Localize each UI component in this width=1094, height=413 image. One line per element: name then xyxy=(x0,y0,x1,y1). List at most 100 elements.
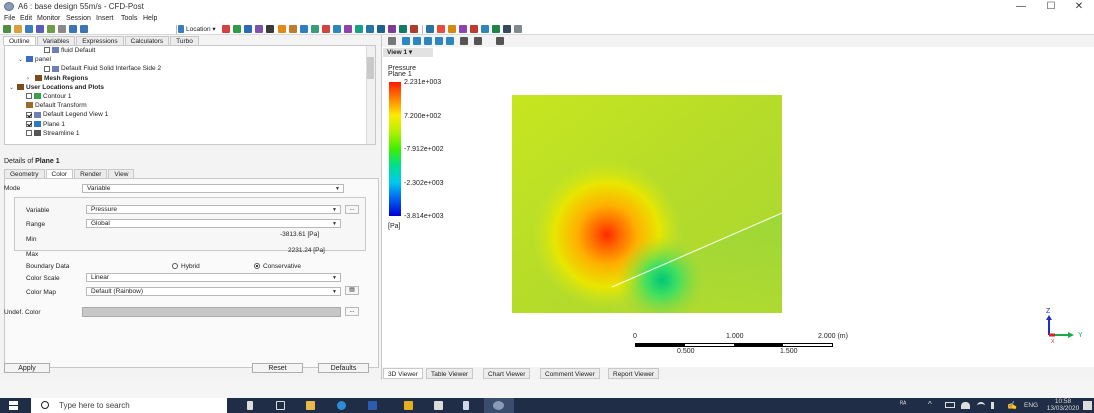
menu-file[interactable]: File xyxy=(4,15,16,22)
case-comparison-icon[interactable] xyxy=(459,25,467,33)
defaults-button[interactable]: Defaults xyxy=(318,363,369,373)
tab-report-viewer[interactable]: Report Viewer xyxy=(608,368,660,379)
cfd-post-task-button[interactable] xyxy=(484,398,514,413)
visibility-checkbox[interactable] xyxy=(26,93,32,100)
battery-icon[interactable] xyxy=(945,402,955,408)
conservative-radio[interactable]: Conservative xyxy=(254,262,301,271)
mode-select[interactable]: Variable ▼ xyxy=(82,184,344,193)
maximize-button[interactable]: ☐ xyxy=(1046,1,1056,12)
tree-item[interactable]: Plane 1 xyxy=(18,121,65,129)
particle-track-icon[interactable] xyxy=(255,25,263,33)
save-icon[interactable] xyxy=(25,25,33,33)
tab-table-viewer[interactable]: Table Viewer xyxy=(426,368,474,379)
color-scale-select[interactable]: Linear ▼ xyxy=(86,273,341,282)
language-indicator[interactable]: ENG xyxy=(1024,402,1039,409)
contour-toolbar-icon[interactable] xyxy=(233,25,241,33)
menu-help[interactable]: Help xyxy=(143,15,158,22)
quick-editor-icon[interactable] xyxy=(426,25,434,33)
expand-toggle-icon[interactable]: ⌄ xyxy=(9,84,15,91)
visibility-checkbox[interactable] xyxy=(26,111,32,118)
tab-color[interactable]: Color xyxy=(45,169,74,178)
fluent-icon[interactable] xyxy=(434,401,443,410)
tab-view[interactable]: View xyxy=(108,169,135,178)
streamline-toolbar-icon[interactable] xyxy=(244,25,252,33)
minimize-button[interactable]: — xyxy=(1016,1,1026,12)
task-view-icon[interactable] xyxy=(276,401,285,410)
tree-item[interactable]: Default Transform xyxy=(18,102,87,110)
tab-geometry[interactable]: Geometry xyxy=(4,169,45,178)
rotate-icon[interactable] xyxy=(402,37,410,45)
tab-3d-viewer[interactable]: 3D Viewer xyxy=(383,368,423,379)
location-menu[interactable]: Location ▾ xyxy=(186,26,216,33)
turbo-icon[interactable] xyxy=(503,25,511,33)
undef-color-swatch[interactable] xyxy=(82,307,341,317)
fit-view-icon[interactable] xyxy=(460,37,468,45)
visibility-checkbox[interactable] xyxy=(44,65,50,72)
menu-edit[interactable]: Edit xyxy=(20,15,33,22)
notifications-icon[interactable] xyxy=(1083,401,1092,410)
menu-session[interactable]: Session xyxy=(66,15,91,22)
microphone-icon[interactable] xyxy=(247,401,253,410)
color-map-select[interactable]: Default (Rainbow) ▼ xyxy=(86,287,341,296)
redo-icon[interactable] xyxy=(80,25,88,33)
expand-toggle-icon[interactable]: › xyxy=(27,75,29,82)
toggle-icon[interactable] xyxy=(496,37,504,45)
onedrive-icon[interactable] xyxy=(961,402,970,409)
wifi-icon[interactable] xyxy=(977,402,985,409)
color-map-editor-button[interactable]: ▤ xyxy=(345,286,359,295)
tab-calculators[interactable]: Calculators xyxy=(124,36,170,45)
mesh-calculator-icon[interactable] xyxy=(448,25,456,33)
menu-insert[interactable]: Insert xyxy=(96,15,114,22)
visibility-checkbox[interactable] xyxy=(44,47,50,54)
range-select[interactable]: Global ▼ xyxy=(86,219,341,228)
animation-icon[interactable] xyxy=(410,25,418,33)
tree-item[interactable]: Streamline 1 xyxy=(18,130,80,138)
reset-button[interactable]: Reset xyxy=(252,363,303,373)
zoom-fit-icon[interactable] xyxy=(446,37,454,45)
clip-plane-icon[interactable] xyxy=(322,25,330,33)
command-editor-icon[interactable] xyxy=(481,25,489,33)
pan-icon[interactable] xyxy=(413,37,421,45)
word-icon[interactable] xyxy=(368,401,377,410)
close-button[interactable]: ✕ xyxy=(1074,1,1084,12)
print-icon[interactable] xyxy=(47,25,55,33)
clock[interactable]: 10:58 13/03/2020 xyxy=(1045,398,1081,412)
tab-comment-viewer[interactable]: Comment Viewer xyxy=(540,368,600,379)
tree-item[interactable]: ⌄ User Locations and Plots xyxy=(9,84,104,92)
file-explorer-icon[interactable] xyxy=(306,401,315,410)
tree-scrollbar-thumb[interactable] xyxy=(367,57,374,79)
export-icon[interactable] xyxy=(514,25,522,33)
tree-item[interactable]: › Mesh Regions xyxy=(27,75,88,83)
select-icon[interactable] xyxy=(388,37,396,45)
function-calculator-icon[interactable] xyxy=(492,25,500,33)
tab-chart-viewer[interactable]: Chart Viewer xyxy=(483,368,531,379)
tree-item[interactable]: Default Fluid Solid Interface Side 2 xyxy=(36,65,161,73)
taskbar-search[interactable]: Type here to search xyxy=(31,398,227,413)
apply-button[interactable]: Apply xyxy=(4,363,50,373)
ansys-workbench-icon[interactable] xyxy=(404,401,413,410)
visibility-checkbox[interactable] xyxy=(26,130,32,137)
tray-chevron-icon[interactable]: ^ xyxy=(928,400,932,409)
tree-scrollbar[interactable] xyxy=(366,46,375,144)
zoom-icon[interactable] xyxy=(424,37,432,45)
image-icon[interactable] xyxy=(58,25,66,33)
legend-toolbar-icon[interactable] xyxy=(300,25,308,33)
windows-start-icon[interactable] xyxy=(9,401,18,410)
chart-icon[interactable] xyxy=(377,25,385,33)
zoom-box-icon[interactable] xyxy=(435,37,443,45)
open-icon[interactable] xyxy=(14,25,22,33)
tab-render[interactable]: Render xyxy=(74,169,108,178)
variable-icon[interactable] xyxy=(344,25,352,33)
volume-rendering-icon[interactable] xyxy=(266,25,274,33)
expression-icon[interactable] xyxy=(355,25,363,33)
macro-icon[interactable] xyxy=(470,25,478,33)
expand-toggle-icon[interactable]: ⌄ xyxy=(18,57,24,64)
vector-icon[interactable] xyxy=(222,25,230,33)
volume-icon[interactable] xyxy=(991,402,999,409)
tab-expressions[interactable]: Expressions xyxy=(76,36,124,45)
text-icon[interactable] xyxy=(278,25,286,33)
undef-color-button[interactable]: ... xyxy=(345,307,359,316)
hybrid-radio[interactable]: Hybrid xyxy=(172,262,200,271)
tab-variables[interactable]: Variables xyxy=(36,36,76,45)
3d-viewport[interactable]: View 1 ▾ Pressure Plane 1 2.231e+003 7.2… xyxy=(382,47,1094,367)
